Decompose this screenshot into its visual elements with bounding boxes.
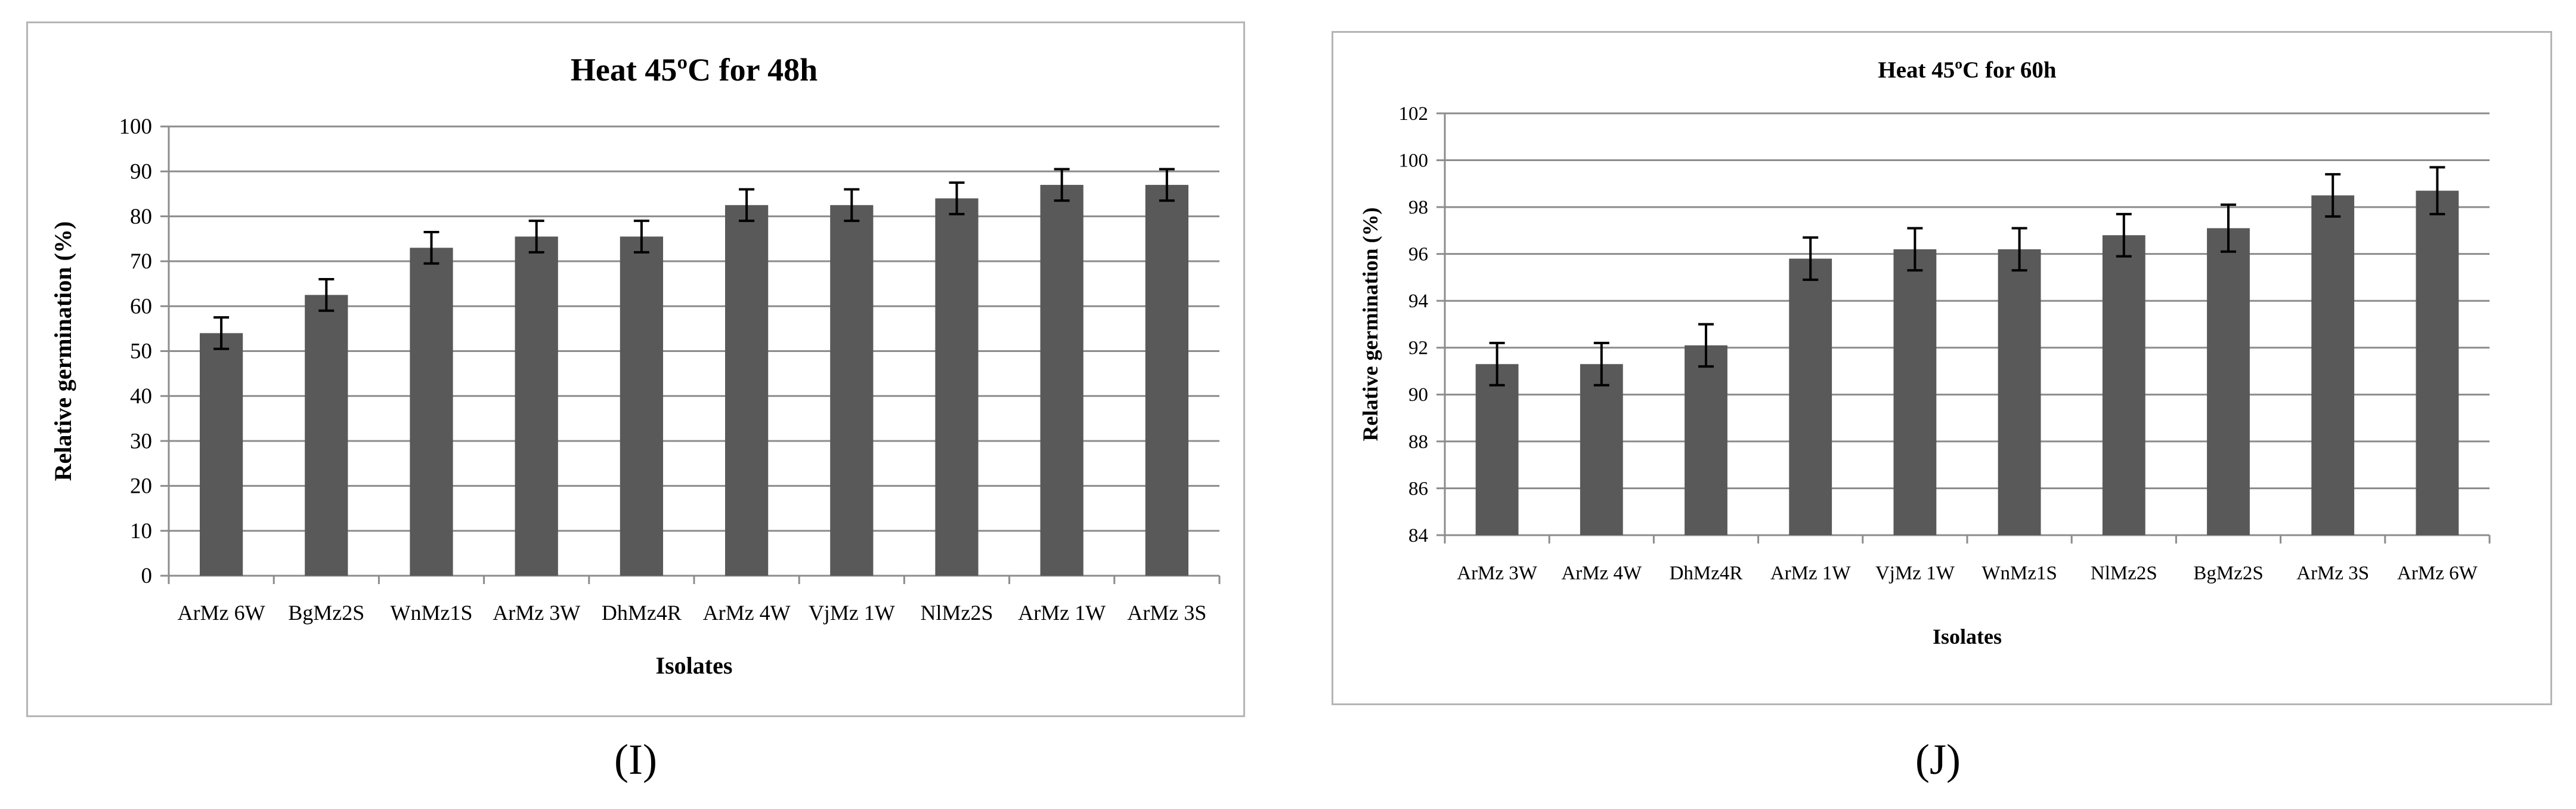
error-bar [1593,341,1609,387]
error-bar [739,188,755,223]
x-axis-label: Isolates [1933,625,2002,649]
y-tick-label: 100 [1399,150,1429,171]
bar [1040,184,1083,576]
x-tick-label: BgMz2S [2193,563,2263,584]
y-tick-label: 92 [1408,338,1428,359]
y-tick-label: 40 [130,384,152,409]
x-tick-label: ArMz 1W [1770,563,1852,584]
error-bar [1489,341,1505,387]
x-tick-label: ArMz 6W [178,601,265,625]
x-tick-label: NlMz2S [2091,563,2157,584]
error-bar [2429,166,2445,215]
x-tick-label: NlMz2S [920,601,993,625]
figure-caption-j: (J) [1915,736,1961,783]
chart-j: 84 86 88 90 92 94 96 98 100 102 ArMz 3W ArMz 4W DhMz… [1358,57,2491,649]
y-tick-label: 96 [1408,244,1428,265]
error-bar [1054,168,1070,202]
bar [305,295,348,576]
error-bar [2221,203,2236,253]
error-bar [213,316,230,350]
bar [1998,249,2041,535]
y-tick-label: 60 [130,294,152,319]
y-tick-label: 70 [130,249,152,274]
y-tick-label: 80 [130,205,152,229]
error-bar [844,188,860,223]
y-tick-label: 50 [130,339,152,364]
bar [830,205,874,576]
error-bar [2011,227,2027,272]
figure-caption-i: (I) [614,736,657,783]
chart-title: Heat 45ºC for 48h [571,52,818,88]
bar [1893,249,1937,535]
y-tick-label: 100 [119,115,153,139]
x-tick-label: BgMz2S [288,601,364,625]
y-tick-label: 0 [141,564,153,588]
x-tick-label: ArMz 3W [493,601,580,625]
y-tick-label: 10 [130,519,152,544]
y-tick-label: 88 [1408,431,1428,453]
chart-i: 0 10 20 30 40 50 60 70 80 90 100 ArMz 6W BgMz2S WnMz1… [49,52,1221,679]
y-tick-label: 98 [1408,197,1428,218]
error-bar [318,278,335,312]
bar [515,236,558,576]
x-tick-label: VjMz 1W [809,601,895,625]
chart-title: Heat 45ºC for 60h [1878,57,2057,83]
bar [724,205,769,576]
x-tick-label: ArMz 4W [703,601,791,625]
y-tick-label: 90 [1408,384,1428,406]
error-bar [2325,173,2341,218]
x-tick-label: DhMz4R [1670,563,1743,584]
error-bar [1907,227,1923,272]
bar [935,198,979,576]
x-tick-label: WnMz1S [1981,563,2057,584]
error-bar [949,181,965,215]
error-bar [1698,323,1714,368]
bar [620,236,664,576]
chart-panel-i: 0 10 20 30 40 50 60 70 80 90 100 ArMz 6W BgMz2S WnMz1… [26,21,1245,717]
error-bar [633,220,649,254]
x-tick-label: ArMz 4W [1561,563,1642,584]
y-tick-label: 84 [1408,525,1428,546]
bar [1789,258,1832,535]
bar [1475,364,1519,535]
bar [2416,190,2459,535]
error-bar [528,220,544,254]
y-tick-label: 86 [1408,478,1428,499]
x-tick-label: VjMz 1W [1875,563,1955,584]
bar [2311,195,2355,535]
chart-panel-j: 84 86 88 90 92 94 96 98 100 102 ArMz 3W ArMz 4W DhMz… [1332,31,2552,705]
bar [2207,228,2250,535]
error-bar [1159,168,1175,202]
x-tick-label: ArMz 1W [1018,601,1106,625]
bar [2102,235,2145,535]
x-tick-label: WnMz1S [391,601,473,625]
bar [199,333,243,576]
bar [1580,364,1623,535]
x-tick-label: DhMz4R [602,601,682,625]
y-tick-label: 20 [130,474,152,499]
x-tick-label: ArMz 3W [1457,563,1538,584]
x-tick-label: ArMz 3S [2296,563,2369,584]
bar [1145,184,1189,576]
x-axis-label: Isolates [656,652,733,679]
y-tick-label: 90 [130,160,152,184]
error-bar [423,230,439,265]
error-bar [1803,236,1819,281]
x-tick-label: ArMz 3S [1127,601,1206,625]
y-axis-label: Relative germination (%) [1358,208,1382,441]
bar [1685,345,1727,535]
error-bar [2116,212,2132,258]
y-tick-label: 102 [1399,103,1429,125]
y-axis-label: Relative germination (%) [49,221,76,481]
y-tick-label: 30 [130,429,152,453]
x-tick-label: ArMz 6W [2397,563,2478,584]
bar [410,248,453,576]
y-tick-label: 94 [1408,291,1428,312]
